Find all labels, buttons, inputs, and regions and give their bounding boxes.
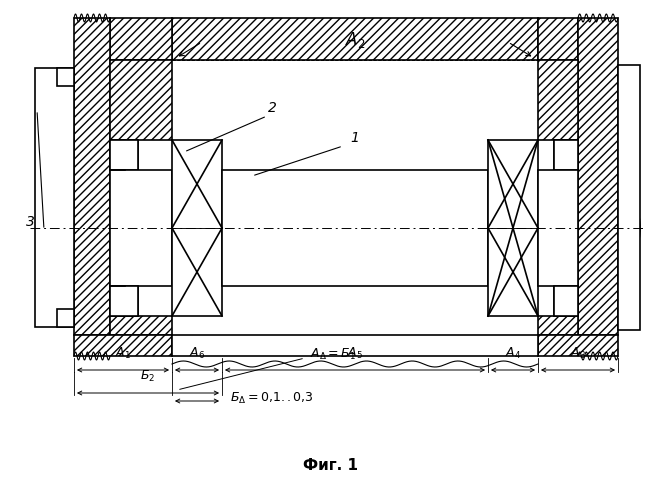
Bar [578,18,618,335]
Bar [538,60,578,140]
Text: $Б_2$: $Б_2$ [140,369,155,384]
Polygon shape [35,68,74,327]
Bar [538,335,618,356]
Polygon shape [618,65,640,330]
Text: 3: 3 [26,215,34,229]
Bar [538,170,578,286]
Bar [538,18,578,60]
Text: 1: 1 [350,131,360,145]
Bar [554,140,578,170]
Bar [172,335,538,356]
Bar [57,68,74,86]
Bar [110,18,172,60]
Bar [110,170,172,286]
Text: $Б_\Delta=0{,}1..0{,}3$: $Б_\Delta=0{,}1..0{,}3$ [230,390,314,406]
Bar [110,286,138,316]
Text: $A_3$: $A_3$ [570,346,586,361]
Bar [74,335,172,356]
Bar [488,140,538,316]
Text: $A_\Delta=Б_1$: $A_\Delta=Б_1$ [310,346,356,362]
Bar [57,309,74,327]
Text: $A_5$: $A_5$ [347,346,363,361]
Text: Фиг. 1: Фиг. 1 [303,458,358,472]
Bar [110,316,172,335]
Bar [110,140,138,170]
Text: 2: 2 [268,101,276,115]
Text: $A_6$: $A_6$ [189,346,205,361]
Bar [110,60,172,140]
Bar [110,286,138,316]
Bar [554,140,578,170]
Bar [222,170,488,286]
Bar [172,18,538,60]
Bar [538,316,578,335]
Bar [74,18,110,335]
Bar [110,140,138,170]
Bar [172,140,222,316]
Text: $A_2$: $A_2$ [345,30,366,50]
Bar [554,286,578,316]
Text: $A_1$: $A_1$ [115,346,131,361]
Text: $A_4$: $A_4$ [505,346,521,361]
Bar [554,286,578,316]
